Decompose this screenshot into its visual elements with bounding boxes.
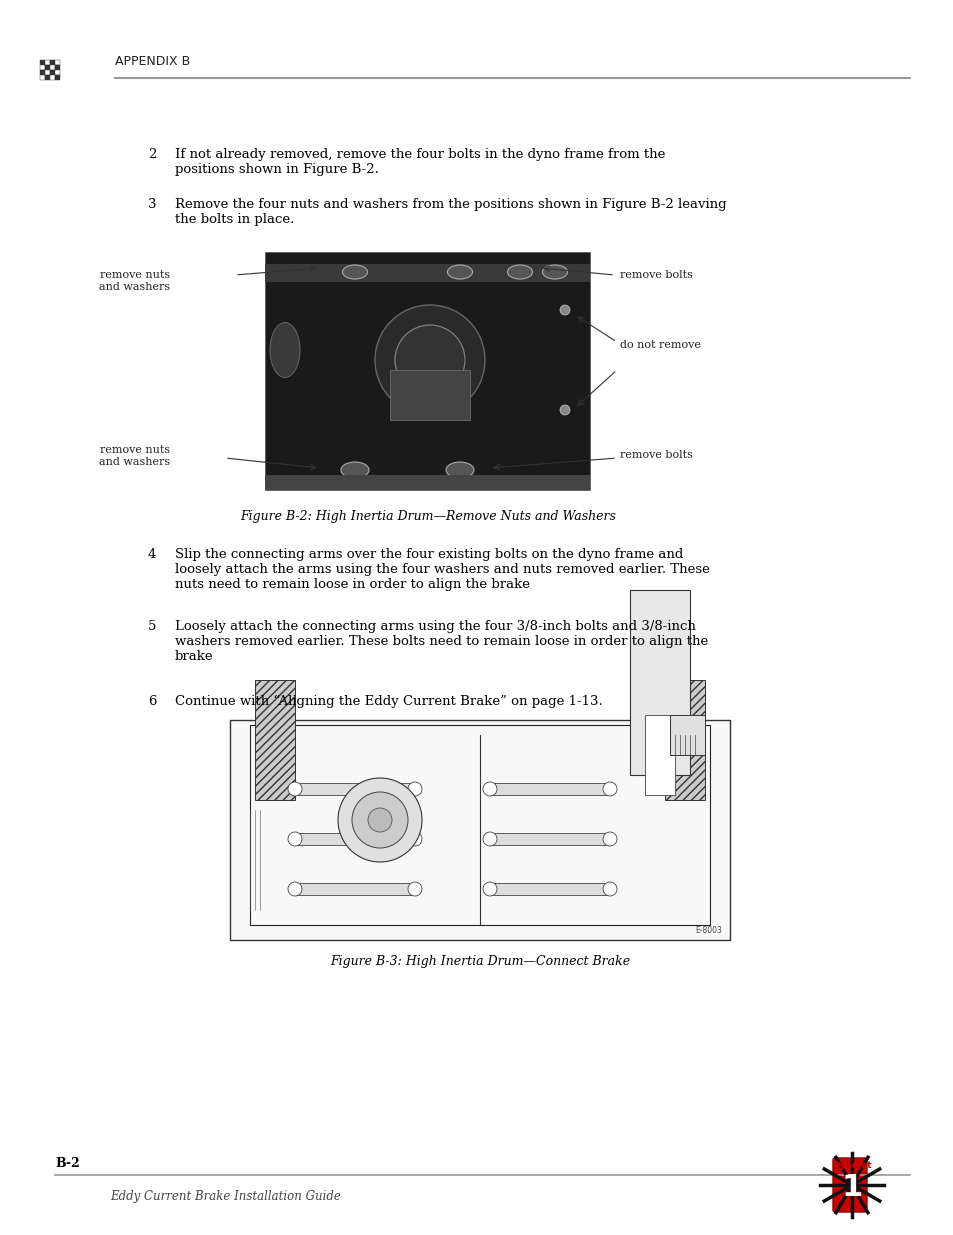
Ellipse shape — [270, 322, 299, 378]
Circle shape — [482, 832, 497, 846]
Text: Continue with “Aligning the Eddy Current Brake” on page 1-13.: Continue with “Aligning the Eddy Current… — [174, 695, 602, 708]
Text: 5: 5 — [148, 620, 156, 634]
FancyBboxPatch shape — [832, 1158, 866, 1212]
Ellipse shape — [342, 266, 367, 279]
Ellipse shape — [447, 266, 472, 279]
Bar — [669, 715, 704, 755]
Bar — [254, 680, 294, 800]
Bar — [664, 680, 704, 800]
Text: E-8003: E-8003 — [695, 926, 721, 935]
Bar — [40, 70, 45, 75]
Bar — [294, 883, 415, 895]
Text: Loosely attach the connecting arms using the four 3/8-inch bolts and 3/8-inch
wa: Loosely attach the connecting arms using… — [174, 620, 707, 663]
Text: If not already removed, remove the four bolts in the dyno frame from the
positio: If not already removed, remove the four … — [174, 148, 664, 177]
Text: Figure B-3: High Inertia Drum—Connect Brake: Figure B-3: High Inertia Drum—Connect Br… — [330, 955, 629, 968]
Circle shape — [352, 792, 408, 848]
Bar — [250, 725, 709, 925]
Text: remove bolts: remove bolts — [619, 270, 692, 280]
Bar — [40, 75, 45, 80]
Circle shape — [288, 782, 302, 797]
Bar — [490, 832, 609, 845]
Circle shape — [288, 882, 302, 897]
Text: 3: 3 — [148, 198, 156, 211]
Text: Figure B-2: High Inertia Drum—Remove Nuts and Washers: Figure B-2: High Inertia Drum—Remove Nut… — [240, 510, 616, 522]
Bar — [55, 65, 60, 70]
Bar — [50, 65, 55, 70]
Bar — [50, 75, 55, 80]
Circle shape — [559, 405, 569, 415]
Text: Dynojet: Dynojet — [831, 1161, 871, 1170]
Circle shape — [408, 882, 421, 897]
Bar — [55, 70, 60, 75]
Circle shape — [408, 782, 421, 797]
Circle shape — [559, 305, 569, 315]
Bar — [490, 883, 609, 895]
Text: 2: 2 — [148, 148, 156, 161]
Bar — [265, 252, 589, 490]
Text: remove nuts
and washers: remove nuts and washers — [99, 445, 170, 467]
Circle shape — [395, 325, 464, 395]
Circle shape — [482, 782, 497, 797]
Bar — [629, 590, 689, 776]
Text: APPENDIX B: APPENDIX B — [115, 56, 190, 68]
Bar — [45, 75, 50, 80]
Circle shape — [482, 882, 497, 897]
Text: B-2: B-2 — [55, 1157, 80, 1170]
Bar — [490, 783, 609, 795]
Circle shape — [602, 782, 617, 797]
Bar — [40, 61, 45, 65]
Bar — [390, 370, 470, 420]
Bar — [50, 61, 55, 65]
Ellipse shape — [340, 462, 369, 478]
Bar — [230, 720, 729, 940]
Bar — [294, 832, 415, 845]
Ellipse shape — [507, 266, 532, 279]
Circle shape — [337, 778, 421, 862]
Text: do not remove: do not remove — [619, 340, 700, 350]
Text: 1: 1 — [841, 1172, 862, 1202]
Bar — [265, 264, 589, 282]
Bar — [45, 61, 50, 65]
Text: Slip the connecting arms over the four existing bolts on the dyno frame and
loos: Slip the connecting arms over the four e… — [174, 548, 709, 592]
Circle shape — [602, 832, 617, 846]
Text: Remove the four nuts and washers from the positions shown in Figure B-2 leaving
: Remove the four nuts and washers from th… — [174, 198, 726, 226]
Ellipse shape — [446, 462, 474, 478]
Text: remove nuts
and washers: remove nuts and washers — [99, 270, 170, 291]
Text: remove bolts: remove bolts — [619, 450, 692, 459]
Circle shape — [288, 832, 302, 846]
Text: 6: 6 — [148, 695, 156, 708]
Circle shape — [408, 832, 421, 846]
Bar — [265, 475, 589, 490]
Bar — [50, 70, 55, 75]
Bar — [45, 65, 50, 70]
Text: Eddy Current Brake Installation Guide: Eddy Current Brake Installation Guide — [110, 1191, 340, 1203]
Circle shape — [602, 882, 617, 897]
Bar — [40, 65, 45, 70]
Text: 4: 4 — [148, 548, 156, 561]
Bar — [55, 75, 60, 80]
Circle shape — [375, 305, 484, 415]
Bar — [45, 70, 50, 75]
Circle shape — [368, 808, 392, 832]
Bar — [820, 1150, 899, 1215]
Bar — [55, 61, 60, 65]
Ellipse shape — [542, 266, 567, 279]
Bar — [294, 783, 415, 795]
Bar — [644, 715, 675, 795]
